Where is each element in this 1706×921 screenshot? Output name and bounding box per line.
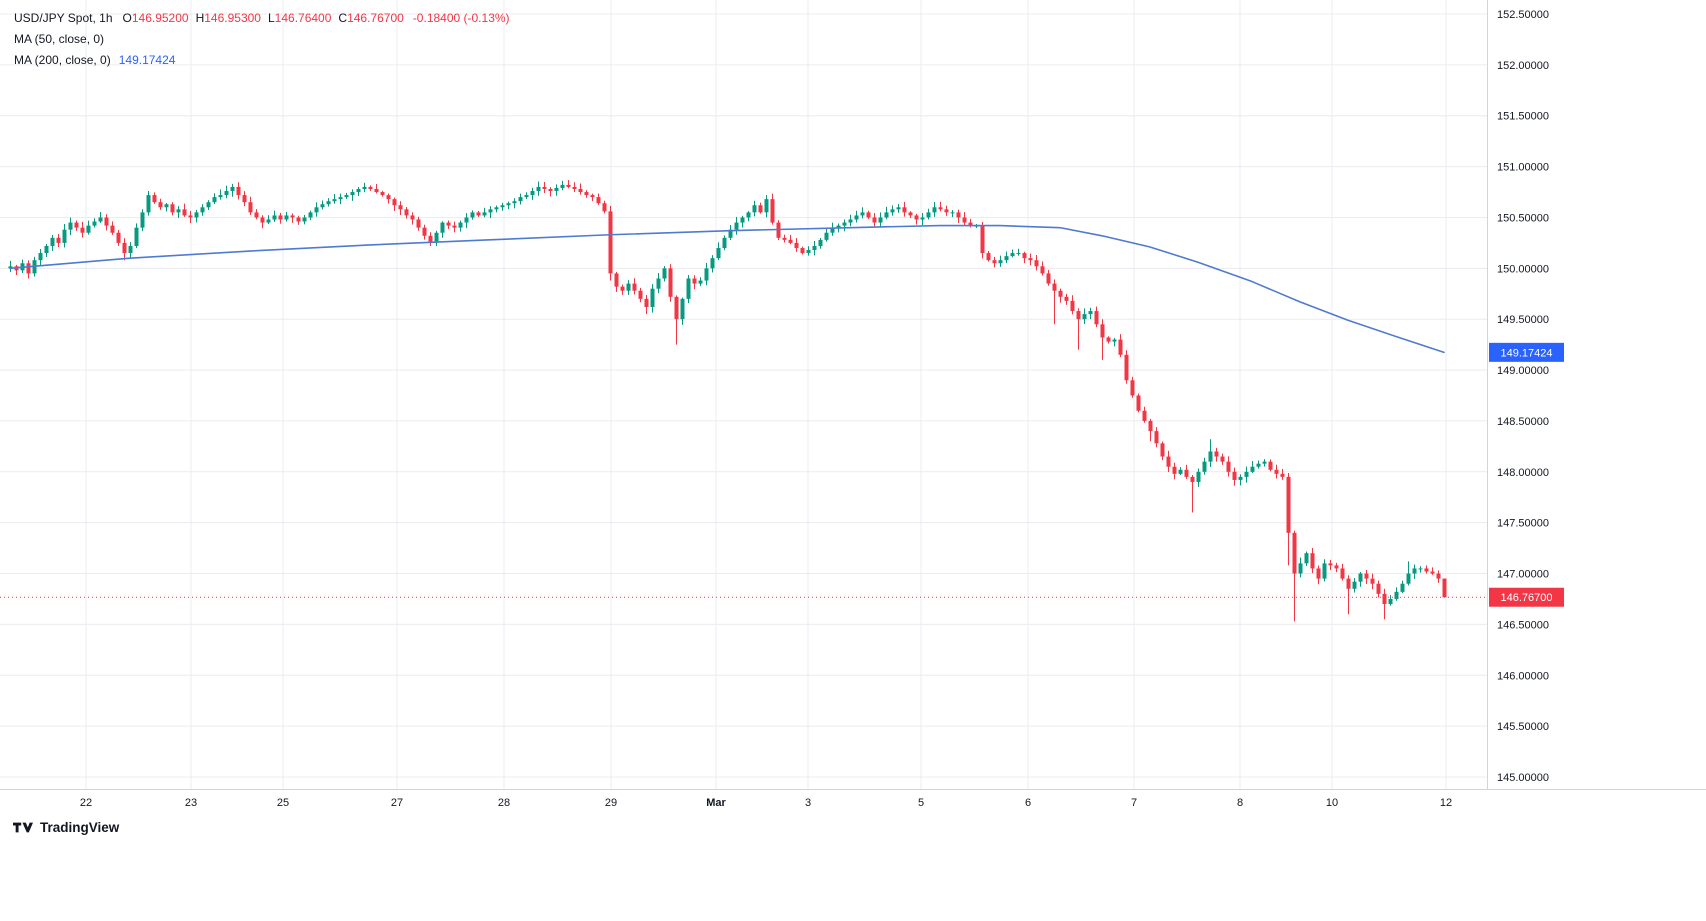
price-axis-label: 147.00000 bbox=[1497, 569, 1549, 581]
price-axis-label: 152.00000 bbox=[1497, 60, 1549, 72]
open-value: 146.95200 bbox=[131, 10, 189, 25]
tradingview-logo bbox=[13, 822, 33, 833]
close-label: C bbox=[338, 10, 348, 25]
ma200-price-badge: 149.17424 bbox=[1489, 342, 1564, 362]
close-value: 146.76700 bbox=[347, 10, 404, 25]
tradingview-attribution[interactable]: TradingView bbox=[13, 820, 119, 835]
time-axis-label: Mar bbox=[706, 797, 726, 809]
low-label: L bbox=[267, 10, 275, 25]
brand-text: TradingView bbox=[40, 820, 120, 835]
price-axis-label: 145.00000 bbox=[1497, 772, 1549, 784]
ma200-line bbox=[9, 224, 1445, 354]
price-axis-label: 147.50000 bbox=[1497, 518, 1549, 530]
time-axis-label: 6 bbox=[1025, 797, 1031, 809]
price-axis-label: 146.00000 bbox=[1497, 670, 1549, 682]
svg-text:146.76700: 146.76700 bbox=[1501, 592, 1553, 604]
candlestick-series bbox=[8, 180, 1447, 622]
time-axis-label: 22 bbox=[80, 797, 92, 809]
svg-text:149.17424: 149.17424 bbox=[1501, 347, 1553, 359]
grid-lines bbox=[0, 0, 1487, 789]
chart-legend: USD/JPY Spot, 1h O146.95200 H146.95300 L… bbox=[14, 7, 510, 70]
price-change: -0.18400 (-0.13%) bbox=[412, 10, 510, 25]
symbol-title: USD/JPY Spot, 1h bbox=[14, 10, 113, 25]
time-axis-label: 28 bbox=[498, 797, 510, 809]
time-axis-label: 8 bbox=[1237, 797, 1243, 809]
indicator-row-ma200[interactable]: MA (200, close, 0) 149.17424 bbox=[14, 49, 510, 70]
price-axis[interactable]: 152.50000 152.00000 151.50000 151.00000 150.… bbox=[1497, 9, 1549, 784]
time-axis-label: 29 bbox=[605, 797, 617, 809]
symbol-legend-row[interactable]: USD/JPY Spot, 1h O146.95200 H146.95300 L… bbox=[14, 7, 510, 28]
low-value: 146.76400 bbox=[274, 10, 332, 25]
price-axis-label: 151.00000 bbox=[1497, 162, 1549, 174]
open-label: O bbox=[122, 10, 132, 25]
price-axis-label: 148.00000 bbox=[1497, 467, 1549, 479]
time-axis[interactable]: 22 23 25 27 28 29 Mar 3 5 6 7 8 10 12 bbox=[80, 797, 1452, 809]
time-axis-label: 23 bbox=[185, 797, 197, 809]
price-axis-label: 145.50000 bbox=[1497, 721, 1549, 733]
price-axis-label: 146.50000 bbox=[1497, 619, 1549, 631]
price-axis-label: 148.50000 bbox=[1497, 416, 1549, 428]
price-axis-label: 152.50000 bbox=[1497, 9, 1549, 21]
high-value: 146.95300 bbox=[204, 10, 261, 25]
ma200-value: 149.17424 bbox=[118, 52, 176, 67]
time-axis-label: 7 bbox=[1131, 797, 1137, 809]
ohlc-high: H146.95300 bbox=[196, 11, 261, 25]
indicator-row-ma50[interactable]: MA (50, close, 0) bbox=[14, 28, 510, 49]
price-axis-label: 150.00000 bbox=[1497, 263, 1549, 275]
ohlc-open: O146.95200 bbox=[123, 11, 189, 25]
ohlc-low: L146.76400 bbox=[268, 11, 331, 25]
ma200-label: MA (200, close, 0) bbox=[14, 52, 111, 67]
time-axis-label: 25 bbox=[277, 797, 289, 809]
ohlc-close: C146.76700 bbox=[338, 11, 403, 25]
time-axis-label: 3 bbox=[805, 797, 811, 809]
last-price-badge: 146.76700 bbox=[1489, 587, 1564, 607]
price-axis-label: 149.50000 bbox=[1497, 314, 1549, 326]
time-axis-label: 12 bbox=[1440, 797, 1452, 809]
price-axis-label: 150.50000 bbox=[1497, 212, 1549, 224]
high-label: H bbox=[195, 10, 205, 25]
time-axis-label: 5 bbox=[918, 797, 924, 809]
time-axis-label: 27 bbox=[391, 797, 403, 809]
price-axis-label: 149.00000 bbox=[1497, 365, 1549, 377]
ma50-label: MA (50, close, 0) bbox=[14, 31, 105, 46]
price-axis-label: 151.50000 bbox=[1497, 111, 1549, 123]
time-axis-label: 10 bbox=[1326, 797, 1338, 809]
